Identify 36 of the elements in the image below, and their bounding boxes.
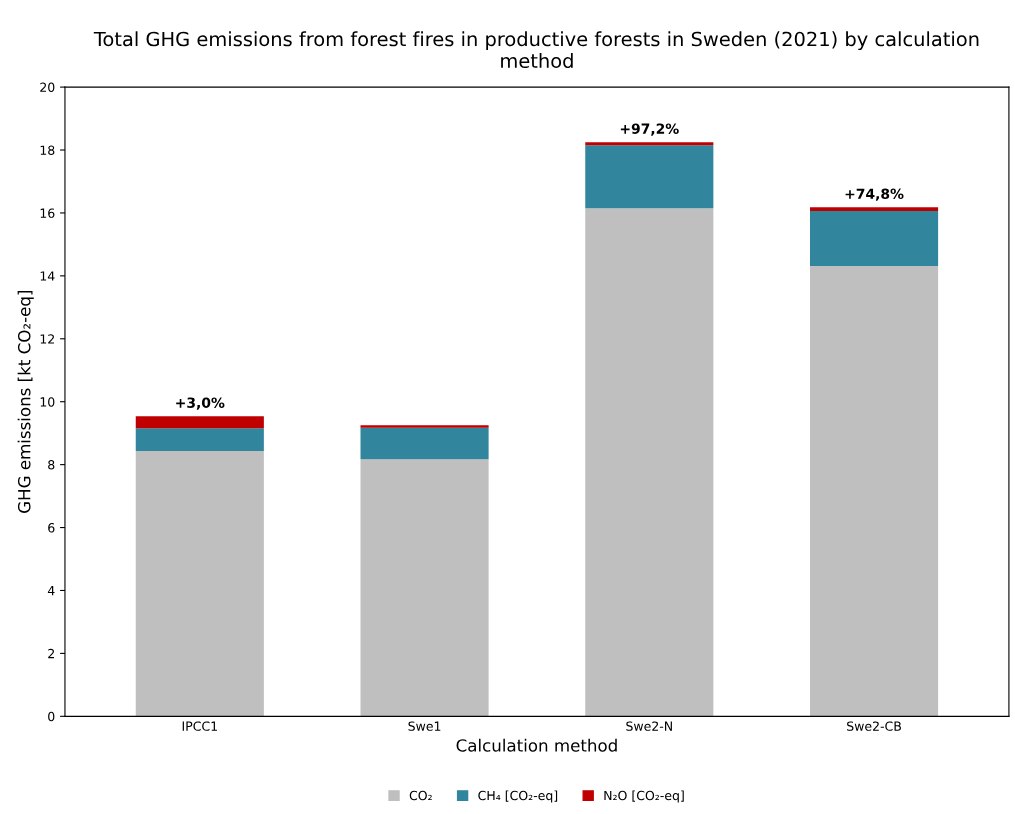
bar [135,451,264,717]
y-axis-title: GHG emissions [kt CO₂-eq] [17,290,34,513]
y-tick-label: 4 [47,586,55,596]
x-tick-label: IPCC1 [182,721,217,731]
y-tick-label: 10 [40,397,55,407]
bar [135,428,264,452]
x-tick-label: Swe2-CB [847,721,901,731]
annotation: +97,2% [620,123,679,136]
x-tick-label: Swe2-N [626,721,672,731]
bar [360,427,489,460]
bar [360,459,489,717]
y-tick-label: 8 [48,460,55,470]
y-tick-label: 12 [40,334,54,344]
y-tick-label: 6 [48,523,55,533]
bar [585,208,714,717]
annotation: +3,0% [176,397,225,410]
y-tick-label: 20 [40,82,55,93]
legend-label: N₂O [CO₂-eq] [604,790,684,803]
bar [585,145,714,209]
annotation: +74,8% [845,188,904,201]
legend-label: CH₄ [CO₂-eq] [478,790,558,803]
bar [810,266,939,717]
bar [810,211,939,267]
bar [135,416,264,429]
bar [360,425,489,428]
x-tick-label: Swe1 [408,721,441,731]
y-tick-label: 2 [48,648,54,659]
y-tick-label: 16 [40,208,55,218]
y-tick-label: 18 [40,145,55,155]
legend-label: CO₂ [409,790,432,801]
y-tick-label: 0 [48,711,55,722]
x-axis-title: Calculation method [456,738,617,752]
bar [810,207,939,212]
y-tick-label: 14 [40,271,55,281]
bar [585,142,714,146]
chart-title: Total GHG emissions from forest fires in productive forests in Sweden (2021) by calculation method [93,31,979,69]
